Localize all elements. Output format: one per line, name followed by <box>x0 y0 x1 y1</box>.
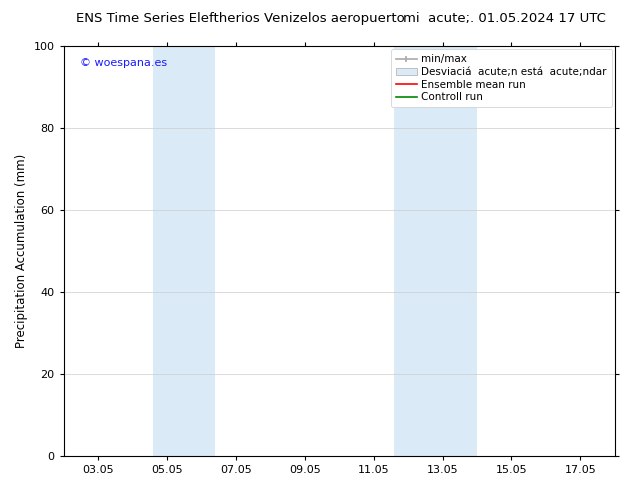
Bar <box>394 46 477 456</box>
Bar <box>153 46 215 456</box>
Y-axis label: Precipitation Accumulation (mm): Precipitation Accumulation (mm) <box>15 154 28 348</box>
Legend: min/max, Desviaciá  acute;n está  acute;ndar, Ensemble mean run, Controll run: min/max, Desviaciá acute;n está acute;nd… <box>391 49 612 107</box>
Text: © woespana.es: © woespana.es <box>80 58 167 69</box>
Text: ENS Time Series Eleftherios Venizelos aeropuerto: ENS Time Series Eleftherios Venizelos ae… <box>76 12 405 25</box>
Text: mi  acute;. 01.05.2024 17 UTC: mi acute;. 01.05.2024 17 UTC <box>403 12 605 25</box>
